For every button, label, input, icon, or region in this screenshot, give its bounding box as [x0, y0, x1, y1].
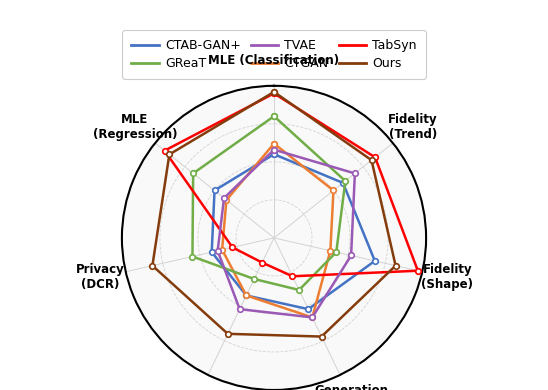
Legend: CTAB-GAN+, GReaT, TVAE, CTGAN, TabSyn, Ours: CTAB-GAN+, GReaT, TVAE, CTGAN, TabSyn, O… — [122, 30, 426, 79]
